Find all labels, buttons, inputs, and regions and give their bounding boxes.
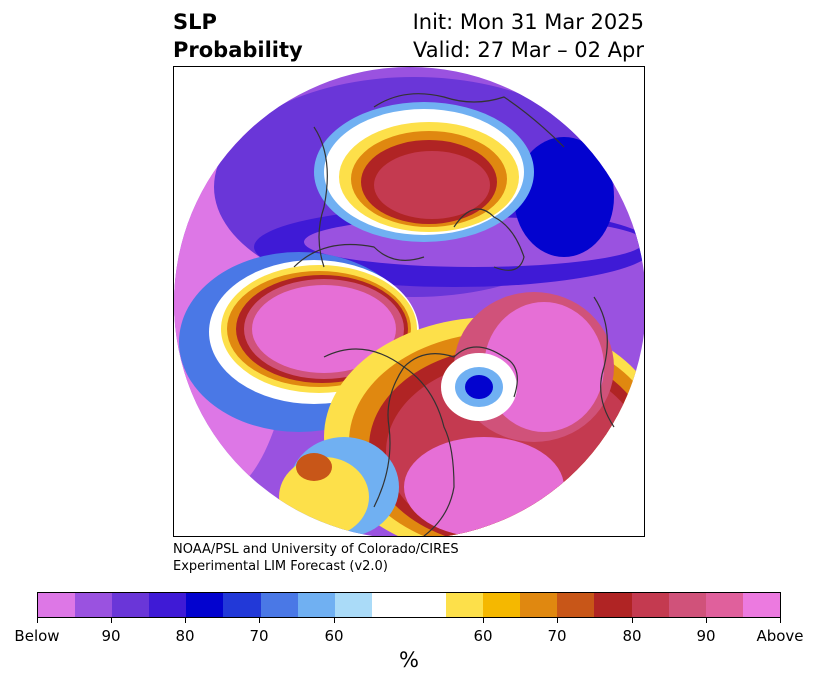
colorbar-tick-label: 70: [249, 627, 269, 645]
colorbar-segment: [149, 593, 187, 617]
colorbar-segment: [186, 593, 224, 617]
colorbar-tick-label: 90: [101, 627, 121, 645]
colorbar-tick-mark: [557, 618, 558, 623]
colorbar-tick-label: 70: [547, 627, 567, 645]
colorbar-segment: [38, 593, 76, 617]
colorbar-segment: [631, 593, 669, 617]
colorbar-tick-mark: [632, 618, 633, 623]
colorbar-tick-mark: [185, 618, 186, 623]
colorbar-segment: [112, 593, 150, 617]
credit-text: NOAA/PSL and University of Colorado/CIRE…: [173, 541, 459, 575]
colorbar-segment: [520, 593, 558, 617]
colorbar-tick-mark: [483, 618, 484, 623]
probability-field: [174, 67, 644, 536]
init-date: Init: Mon 31 Mar 2025: [412, 10, 644, 34]
colorbar-tick-label: 90: [696, 627, 716, 645]
colorbar-tick-mark: [259, 618, 260, 623]
colorbar-segment: [668, 593, 706, 617]
colorbar: [37, 592, 781, 618]
polar-map: [173, 66, 645, 537]
credit-line-2: Experimental LIM Forecast (v2.0): [173, 559, 388, 574]
colorbar-tick-label: 80: [622, 627, 642, 645]
coastlines: [293, 93, 615, 536]
colorbar-segment: [297, 593, 335, 617]
colorbar-segment: [371, 593, 409, 617]
colorbar-tick-label: 60: [473, 627, 493, 645]
colorbar-segment: [408, 593, 447, 617]
colorbar-tick-label: Above: [756, 627, 804, 645]
colorbar-tick-mark: [334, 618, 335, 623]
map-title: SLP Probability: [173, 8, 303, 64]
colorbar-segment: [742, 593, 780, 617]
colorbar-tick-label: 60: [324, 627, 344, 645]
title-line-probability: Probability: [173, 38, 303, 62]
colorbar-segment: [75, 593, 113, 617]
forecast-dates: Init: Mon 31 Mar 2025 Valid: 27 Mar – 02…: [413, 8, 644, 64]
colorbar-segment: [705, 593, 743, 617]
colorbar-tick-label: Below: [14, 627, 60, 645]
colorbar-segment: [483, 593, 521, 617]
colorbar-tick-label: 80: [175, 627, 195, 645]
colorbar-segment: [260, 593, 298, 617]
title-line-slp: SLP: [173, 10, 217, 34]
colorbar-unit: %: [399, 648, 419, 672]
credit-line-1: NOAA/PSL and University of Colorado/CIRE…: [173, 542, 459, 557]
colorbar-tick-mark: [111, 618, 112, 623]
colorbar-segment: [334, 593, 372, 617]
colorbar-segment: [594, 593, 632, 617]
colorbar-tick-mark: [37, 618, 38, 623]
colorbar-segment: [446, 593, 484, 617]
colorbar-segment: [557, 593, 595, 617]
valid-range: Valid: 27 Mar – 02 Apr: [413, 38, 644, 62]
colorbar-tick-mark: [706, 618, 707, 623]
colorbar-tick-mark: [780, 618, 781, 623]
colorbar-segment: [223, 593, 261, 617]
